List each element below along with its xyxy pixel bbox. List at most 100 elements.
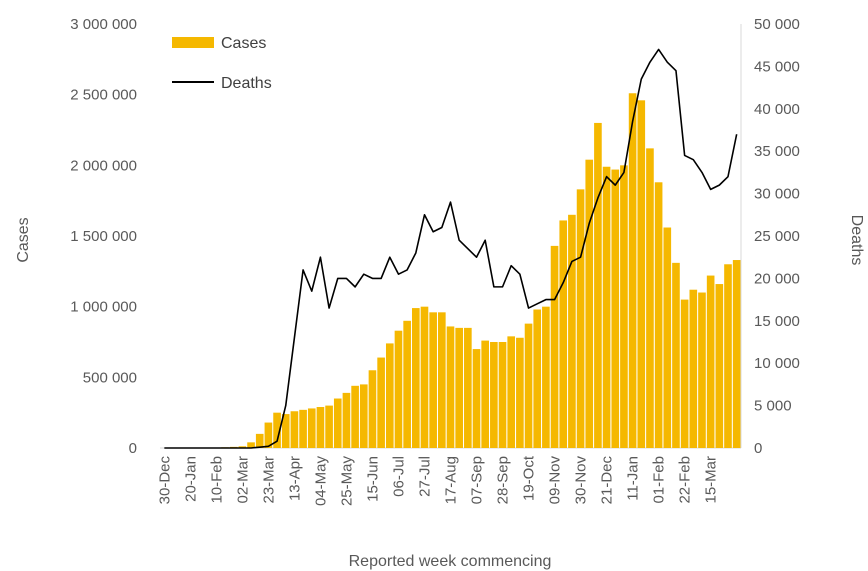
cases-bar xyxy=(628,93,637,448)
cases-bar xyxy=(412,308,420,448)
cases-bar xyxy=(585,159,594,448)
legend-deaths-label: Deaths xyxy=(221,75,272,92)
right-axis-tick-label: 35 000 xyxy=(754,143,800,160)
right-axis-tick-label: 0 xyxy=(754,440,762,457)
cases-bar xyxy=(342,392,351,448)
cases-bar xyxy=(464,327,472,448)
cases-bar xyxy=(620,165,628,448)
x-axis-tick-label: 17-Aug xyxy=(443,456,460,504)
left-axis-tick-label: 0 xyxy=(129,440,137,457)
cases-bar xyxy=(438,312,446,448)
left-axis-tick-label: 500 000 xyxy=(83,369,137,386)
cases-bar xyxy=(507,336,516,448)
cases-bar xyxy=(689,289,698,448)
cases-bar xyxy=(247,442,255,448)
cases-bar xyxy=(394,330,403,448)
right-axis-tick-label: 40 000 xyxy=(754,101,800,118)
x-axis-tick-label: 20-Jan xyxy=(182,456,199,502)
cases-bar xyxy=(264,422,273,448)
x-axis-tick-label: 13-Apr xyxy=(286,456,303,501)
left-axis-tick-label: 3 000 000 xyxy=(70,16,137,33)
cases-bar xyxy=(325,405,333,448)
cases-bar xyxy=(377,357,385,448)
x-axis-tick-label: 07-Sep xyxy=(469,456,486,504)
x-axis-tick-label: 01-Feb xyxy=(651,456,668,504)
cases-bar xyxy=(576,189,585,449)
cases-bar xyxy=(646,148,654,448)
left-axis-tick-label: 1 500 000 xyxy=(70,228,137,245)
cases-bar xyxy=(255,433,264,448)
right-axis-tick-label: 25 000 xyxy=(754,228,800,245)
left-axis-tick-label: 2 500 000 xyxy=(70,87,137,104)
cases-bar xyxy=(611,169,620,448)
cases-bar xyxy=(594,122,602,449)
deaths-line-layer xyxy=(164,48,738,449)
cases-bar xyxy=(299,409,307,448)
cases-bar xyxy=(637,100,646,448)
cases-bar xyxy=(550,245,559,448)
cases-bar xyxy=(420,306,429,448)
cases-bar xyxy=(351,385,359,448)
cases-bars xyxy=(177,93,741,449)
cases-bar xyxy=(238,446,247,448)
right-axis-tick-label: 10 000 xyxy=(754,355,800,372)
legend-cases-label: Cases xyxy=(221,35,266,52)
x-axis-tick-label: 21-Dec xyxy=(599,456,616,505)
cases-bar xyxy=(724,264,732,448)
deaths-line xyxy=(164,48,738,449)
cases-bar xyxy=(706,275,715,448)
cases-bar xyxy=(333,398,342,448)
x-axis-tick-label: 06-Jul xyxy=(390,456,407,497)
cases-bar xyxy=(472,349,481,448)
left-axis-tick-label: 1 000 000 xyxy=(70,299,137,316)
legend-cases-swatch xyxy=(172,37,214,48)
cases-bar xyxy=(654,182,663,449)
cases-bar xyxy=(368,370,377,448)
cases-bar xyxy=(385,343,394,448)
cases-bar xyxy=(542,306,550,448)
cases-bar xyxy=(273,412,281,448)
right-axis-tick-label: 15 000 xyxy=(754,313,800,330)
cases-bar xyxy=(680,299,689,448)
x-axis-tick-label: 19-Oct xyxy=(521,455,538,501)
cases-bar xyxy=(359,384,368,448)
right-axis-tick-label: 5 000 xyxy=(754,398,792,415)
cases-bar xyxy=(516,337,524,448)
x-axis-tick-label: 25-May xyxy=(338,456,355,507)
x-axis-tick-label: 30-Dec xyxy=(156,456,173,505)
x-axis-tick-label: 15-Mar xyxy=(703,456,720,504)
x-axis-ticks: 30-Dec 20-Jan 10-Feb 02-Mar 23-Mar 13-Apr 04-M… xyxy=(156,455,719,506)
right-axis-tick-label: 50 000 xyxy=(754,16,800,33)
x-axis-tick-label: 15-Jun xyxy=(364,456,381,502)
cases-bar xyxy=(290,411,299,448)
x-axis-tick-label: 27-Jul xyxy=(416,456,433,497)
x-axis-tick-label: 09-Nov xyxy=(547,456,564,505)
cases-bar xyxy=(524,323,533,448)
cases-bar xyxy=(481,340,489,448)
cases-bar xyxy=(672,262,680,448)
left-axis-tick-label: 2 000 000 xyxy=(70,157,137,174)
x-axis-tick-label: 23-Mar xyxy=(260,456,277,504)
x-axis-tick-label: 11-Jan xyxy=(625,456,642,501)
x-axis-title: Reported week commencing xyxy=(349,553,552,570)
right-axis-title: Deaths xyxy=(848,215,865,266)
left-axis-title: Cases xyxy=(15,217,32,262)
cases-bar xyxy=(715,284,724,448)
cases-bar xyxy=(455,327,463,448)
cases-bar xyxy=(568,214,576,448)
cases-bar xyxy=(698,292,706,448)
cases-bar xyxy=(429,312,437,448)
cases-bar xyxy=(602,166,611,448)
cases-bar xyxy=(446,326,455,448)
cases-bar xyxy=(498,342,507,448)
right-axis-tick-label: 20 000 xyxy=(754,270,800,287)
x-axis-tick-label: 22-Feb xyxy=(677,456,694,504)
right-axis-tick-label: 45 000 xyxy=(754,58,800,75)
cases-bar xyxy=(307,408,316,448)
cases-bar xyxy=(663,227,672,448)
right-axis-ticks: 0 5 000 10 000 15 000 20 000 25 000 30 000 35 0… xyxy=(754,16,800,457)
x-axis-tick-label: 10-Feb xyxy=(208,456,225,504)
x-axis-tick-label: 30-Nov xyxy=(573,456,590,505)
left-axis-ticks: 0 500 000 1 000 000 1 500 000 2 000 000 2 500… xyxy=(70,16,137,457)
